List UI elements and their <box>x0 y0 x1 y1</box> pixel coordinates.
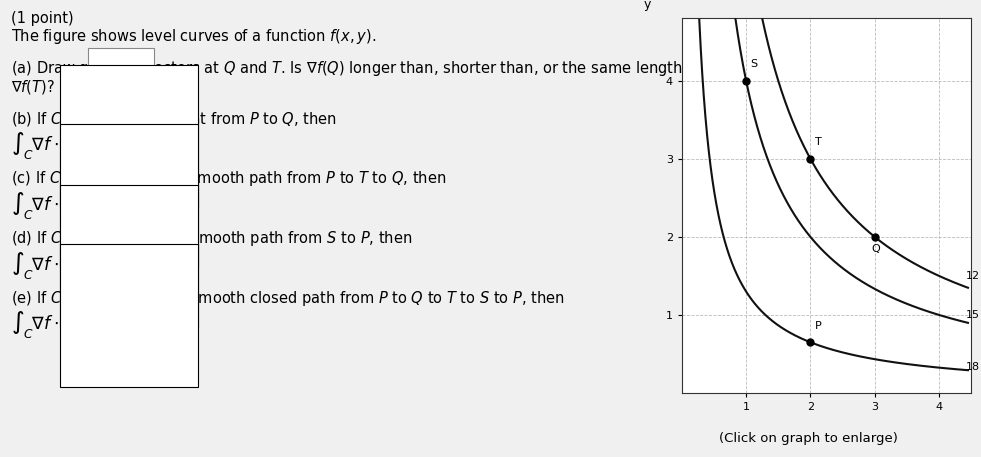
Text: 15: 15 <box>966 310 980 320</box>
Text: ?: ? <box>118 77 126 92</box>
Text: $\int_C \nabla f \cdot d\vec{r} =$: $\int_C \nabla f \cdot d\vec{r} =$ <box>12 309 99 340</box>
Text: (c) If $C$ is any piecewise-smooth path from $P$ to $T$ to $Q$, then: (c) If $C$ is any piecewise-smooth path … <box>12 169 446 188</box>
Text: S: S <box>750 59 757 69</box>
Text: T: T <box>815 137 822 147</box>
Text: (e) If $C$ is any piecewise-smooth closed path from $P$ to $Q$ to $T$ to $S$ to : (e) If $C$ is any piecewise-smooth close… <box>12 289 565 308</box>
Text: $\int_C \nabla f \cdot d\vec{r} =$: $\int_C \nabla f \cdot d\vec{r} =$ <box>12 250 99 281</box>
Text: 12: 12 <box>966 271 980 281</box>
Text: The figure shows level curves of a function $f(x, y)$.: The figure shows level curves of a funct… <box>12 27 377 47</box>
Text: $\int_C \nabla f \cdot d\vec{r} =$: $\int_C \nabla f \cdot d\vec{r} =$ <box>12 190 99 221</box>
Text: (Click on graph to enlarge): (Click on graph to enlarge) <box>719 432 898 445</box>
Text: v: v <box>181 79 187 89</box>
Text: P: P <box>815 320 822 330</box>
Text: 18: 18 <box>966 362 980 372</box>
Text: Q: Q <box>871 244 880 254</box>
Y-axis label: y: y <box>644 0 650 11</box>
Text: (a) Draw gradient vectors at $Q$ and $T$. Is $\nabla f(Q)$ longer than, shorter : (a) Draw gradient vectors at $Q$ and $T$… <box>12 59 704 79</box>
Text: (b) If $C$ is the line segment from $P$ to $Q$, then: (b) If $C$ is the line segment from $P$ … <box>12 110 337 129</box>
Text: (1 point): (1 point) <box>12 11 75 27</box>
Text: (d) If $C$ is any piecewise-smooth path from $S$ to $P$, then: (d) If $C$ is any piecewise-smooth path … <box>12 229 413 249</box>
Text: $\int_C \nabla f \cdot d\vec{r} =$: $\int_C \nabla f \cdot d\vec{r} =$ <box>12 130 99 161</box>
Text: $\nabla f(T)$?: $\nabla f(T)$? <box>12 78 55 96</box>
